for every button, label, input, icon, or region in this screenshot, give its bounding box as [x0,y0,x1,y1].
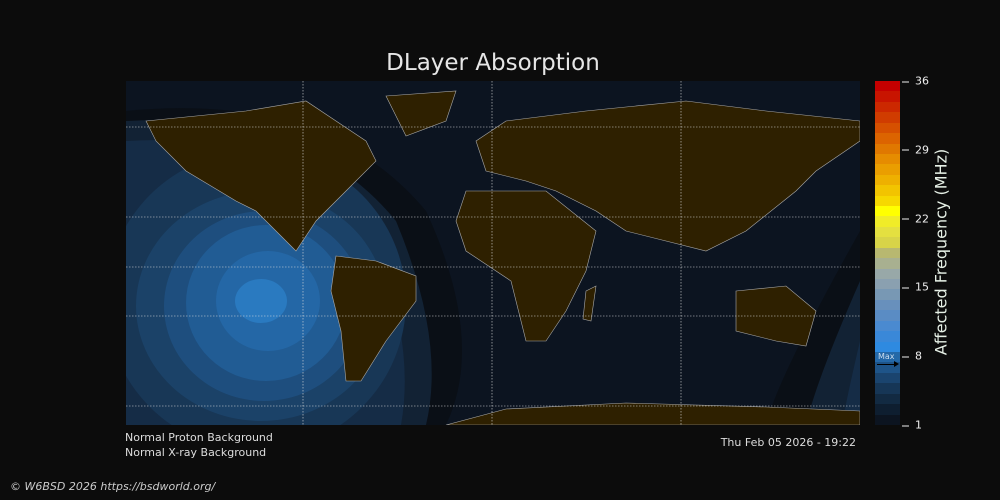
colorbar-band [875,216,900,227]
colorbar-band [875,372,900,384]
colorbar-tick: 29 [902,143,929,156]
colorbar-band [875,331,900,342]
colorbar-band [875,383,900,394]
colorbar-band [875,91,900,102]
colorbar-band [875,268,900,280]
colorbar-band [875,393,900,405]
colorbar-band [875,206,900,217]
max-marker-label: Max [878,352,895,361]
colorbar-tick: 36 [902,75,929,88]
colorbar-band [875,185,900,196]
colorbar-band [875,310,900,321]
colorbar-band [875,414,900,425]
colorbar-band [875,299,900,311]
colorbar-band [875,143,900,154]
colorbar-band [875,153,900,165]
colorbar-band [875,174,900,186]
xray-status: Normal X-ray Background [125,446,267,459]
colorbar-band [875,351,900,363]
colorbar-band [875,112,900,123]
colorbar-tick: 1 [902,419,922,432]
copyright-footer: © W6BSD 2026 https://bsdworld.org/ [10,480,216,493]
timestamp: Thu Feb 05 2026 - 19:22 [720,436,856,449]
colorbar-band [875,362,900,373]
colorbar-band [875,258,900,269]
colorbar-band [875,226,900,238]
colorbar-band [875,247,900,259]
chart-title: DLayer Absorption [386,50,600,76]
colorbar-band [875,320,900,332]
colorbar-tick: 8 [902,350,922,363]
graticule [126,81,860,425]
colorbar-label: Affected Frequency (MHz) [931,148,951,356]
colorbar-band [875,237,900,248]
colorbar-band [875,81,900,92]
absorption-map [126,81,860,425]
colorbar-band [875,133,900,144]
colorbar-band [875,101,900,113]
colorbar-band [875,195,900,207]
colorbar-tick: 22 [902,212,929,225]
max-arrow-icon [877,361,899,367]
colorbar-band [875,404,900,415]
proton-status: Normal Proton Background [125,431,273,444]
colorbar-band [875,164,900,175]
colorbar [875,81,900,425]
colorbar-band [875,341,900,352]
colorbar-band [875,279,900,290]
colorbar-band [875,122,900,134]
colorbar-tick: 15 [902,281,929,294]
colorbar-band [875,289,900,300]
landmasses [145,90,860,425]
